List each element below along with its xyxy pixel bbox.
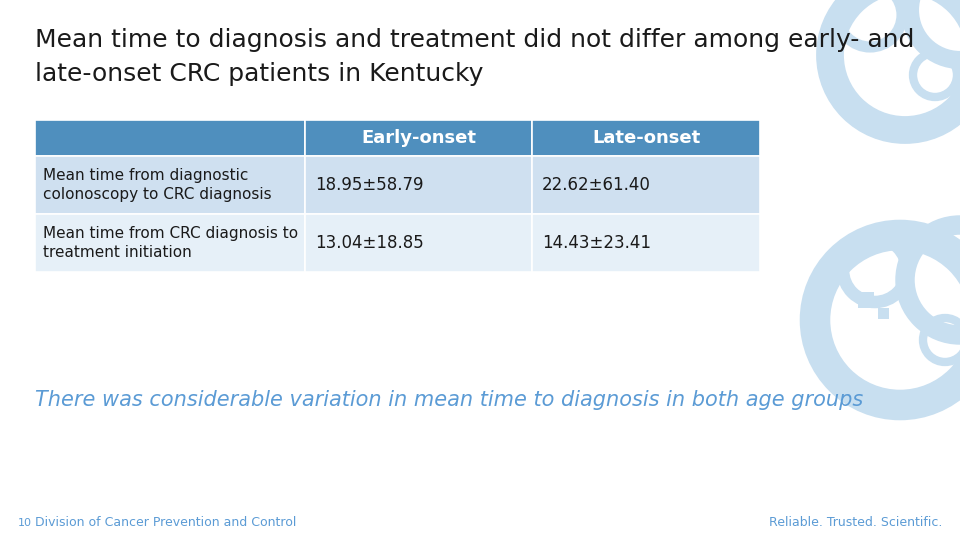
FancyBboxPatch shape <box>305 120 532 156</box>
Text: late-onset CRC patients in Kentucky: late-onset CRC patients in Kentucky <box>35 62 484 86</box>
FancyBboxPatch shape <box>35 214 305 272</box>
Text: Reliable. Trusted. Scientific.: Reliable. Trusted. Scientific. <box>769 516 942 530</box>
Text: Early-onset: Early-onset <box>361 129 476 147</box>
FancyBboxPatch shape <box>305 156 532 214</box>
Text: There was considerable variation in mean time to diagnosis in both age groups: There was considerable variation in mean… <box>35 390 863 410</box>
Text: Late-onset: Late-onset <box>592 129 700 147</box>
FancyBboxPatch shape <box>858 292 874 308</box>
FancyBboxPatch shape <box>35 120 305 156</box>
FancyBboxPatch shape <box>35 156 305 214</box>
Text: Division of Cancer Prevention and Control: Division of Cancer Prevention and Contro… <box>35 516 297 530</box>
Text: Mean time from diagnostic
colonoscopy to CRC diagnosis: Mean time from diagnostic colonoscopy to… <box>43 167 272 202</box>
Text: 14.43±23.41: 14.43±23.41 <box>542 234 651 252</box>
FancyBboxPatch shape <box>532 214 760 272</box>
FancyBboxPatch shape <box>878 308 889 319</box>
FancyBboxPatch shape <box>532 120 760 156</box>
FancyBboxPatch shape <box>305 214 532 272</box>
Text: 22.62±61.40: 22.62±61.40 <box>542 176 651 194</box>
Text: Mean time to diagnosis and treatment did not differ among early- and: Mean time to diagnosis and treatment did… <box>35 28 914 52</box>
Text: 13.04±18.85: 13.04±18.85 <box>315 234 423 252</box>
FancyBboxPatch shape <box>532 156 760 214</box>
Text: 10: 10 <box>18 518 32 528</box>
Text: 18.95±58.79: 18.95±58.79 <box>315 176 423 194</box>
Text: Mean time from CRC diagnosis to
treatment initiation: Mean time from CRC diagnosis to treatmen… <box>43 226 299 260</box>
